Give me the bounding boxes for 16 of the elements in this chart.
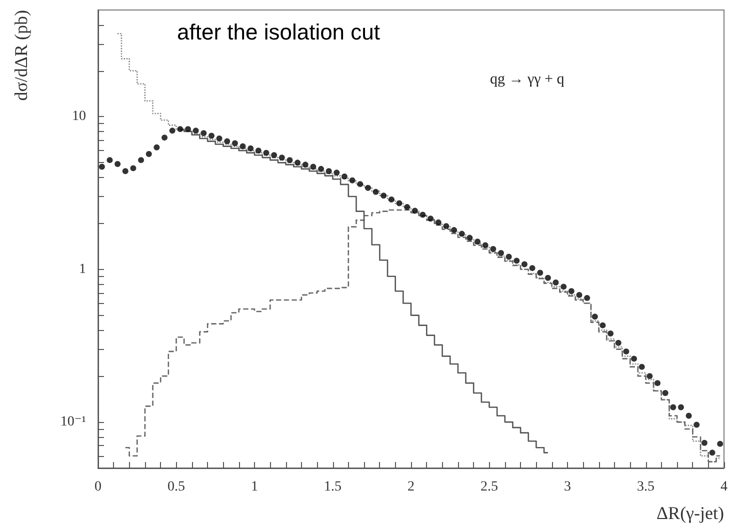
- x-tick-label: 2.5: [480, 480, 498, 494]
- x-tick-label: 1: [251, 480, 258, 494]
- x-tick-label: 4: [720, 480, 728, 494]
- y-tick-label: 10⁻¹: [60, 414, 86, 430]
- text: after the isolation cut: [177, 20, 380, 44]
- x-tick-label: 3: [564, 480, 571, 494]
- x-tick-label: 3.5: [637, 480, 654, 494]
- x-tick-label: 1.5: [324, 480, 342, 494]
- annotation: qg → γγ + q: [490, 72, 565, 88]
- x-axis-title: ΔR(γ-jet): [656, 503, 724, 523]
- y-tick-label: 1: [79, 262, 86, 277]
- y-tick-label: 10: [72, 109, 86, 124]
- x-tick-label: 0.5: [168, 480, 185, 494]
- x-tick-label: 2: [408, 480, 414, 494]
- x-tick-label: 0: [94, 480, 102, 494]
- y-axis-title: dσ/dΔR (pb): [11, 10, 31, 101]
